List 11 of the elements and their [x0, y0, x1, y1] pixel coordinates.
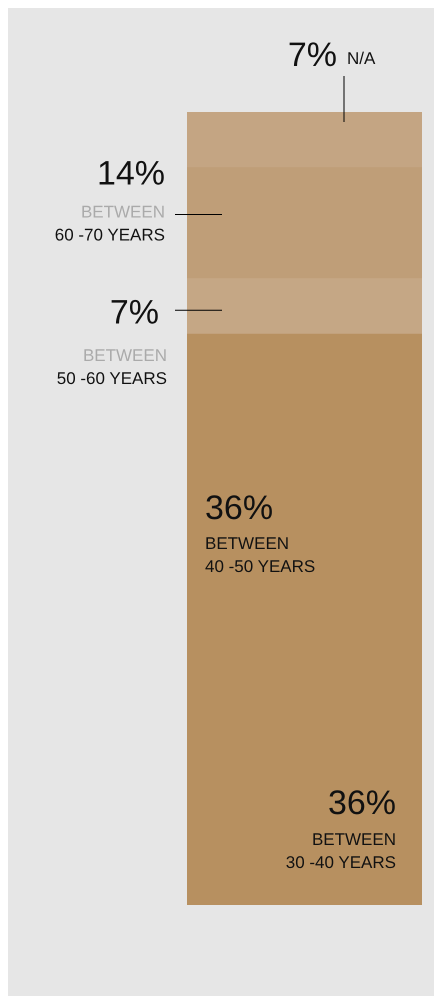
- data-label: 7%: [110, 293, 159, 332]
- series-label: BETWEEN 60 -70 YEARS: [54, 202, 165, 245]
- bar: [187, 278, 422, 334]
- series-label: BETWEEN 50 -60 YEARS: [56, 346, 167, 388]
- series-label: BETWEEN 30 -40 YEARS: [286, 830, 396, 872]
- series-label: BETWEEN 40 -50 YEARS: [205, 534, 316, 576]
- text: N/A: [347, 49, 376, 68]
- data-label: 7%: [288, 36, 337, 74]
- data-label: 36%: [205, 488, 274, 527]
- data-label: 14%: [96, 154, 165, 193]
- data-label: 36%: [328, 784, 396, 822]
